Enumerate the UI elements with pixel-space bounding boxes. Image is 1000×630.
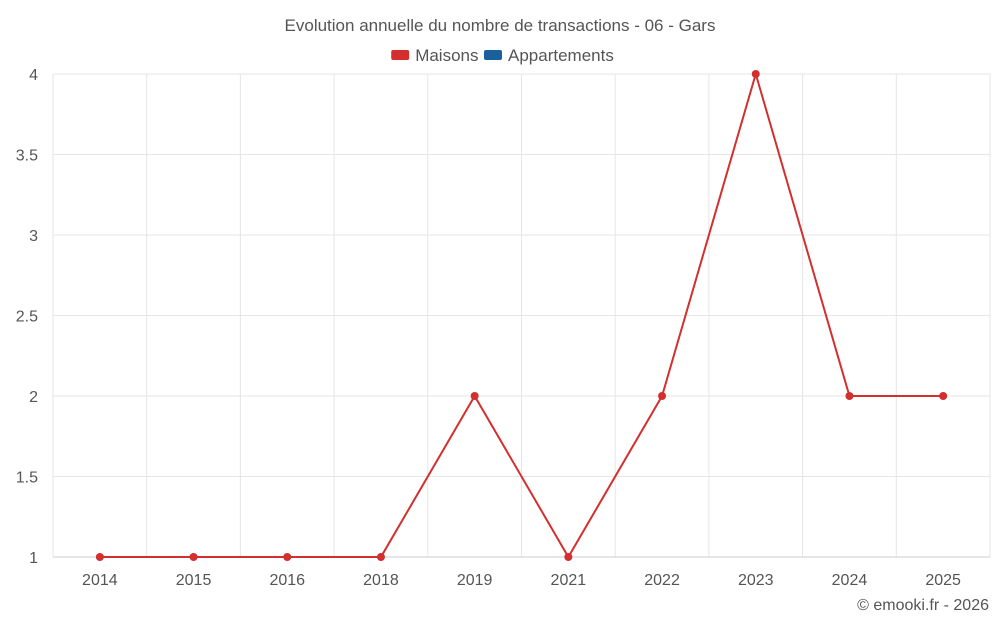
data-point: [939, 392, 948, 400]
x-tick-label: 2024: [832, 572, 868, 589]
data-point: [189, 553, 198, 561]
y-tick-label: 1.5: [16, 470, 38, 487]
y-tick-label: 3: [29, 228, 38, 245]
x-tick-label: 2019: [457, 572, 493, 589]
x-tick-label: 2021: [551, 572, 587, 589]
x-axis: 2014 2015 2016 2018 2019 2021 2022 2023 2024 2025: [82, 572, 961, 589]
grid: [52, 73, 991, 558]
data-point: [658, 392, 667, 400]
legend: Maisons Appartements: [391, 46, 614, 65]
y-tick-label: 2.5: [16, 309, 38, 326]
y-axis: 1 1.5 2 2.5 3 3.5 4: [16, 67, 38, 567]
credit-label: © emooki.fr - 2026: [857, 597, 989, 614]
series-line-maisons: [99, 73, 944, 558]
data-point: [470, 392, 479, 400]
data-point: [376, 553, 385, 561]
x-tick-label: 2018: [363, 572, 399, 589]
data-point: [751, 70, 760, 78]
data-point: [564, 553, 573, 561]
x-tick-label: 2015: [176, 572, 212, 589]
x-tick-label: 2022: [644, 572, 680, 589]
legend-label-maisons: Maisons: [415, 46, 478, 65]
data-point: [845, 392, 854, 400]
legend-label-appartements: Appartements: [508, 46, 614, 65]
x-tick-label: 2025: [925, 572, 961, 589]
x-tick-label: 2014: [82, 572, 118, 589]
y-tick-label: 2: [29, 389, 38, 406]
x-tick-label: 2016: [269, 572, 305, 589]
y-tick-label: 1: [29, 550, 38, 567]
data-point: [95, 553, 104, 561]
legend-swatch-maisons: [391, 50, 410, 60]
y-tick-label: 4: [29, 67, 38, 84]
chart-title: Evolution annuelle du nombre de transact…: [285, 16, 716, 35]
x-tick-label: 2023: [738, 572, 774, 589]
y-tick-label: 3.5: [16, 148, 38, 165]
series-layer: [95, 70, 948, 561]
legend-swatch-appartements: [484, 50, 502, 60]
data-point: [283, 553, 292, 561]
